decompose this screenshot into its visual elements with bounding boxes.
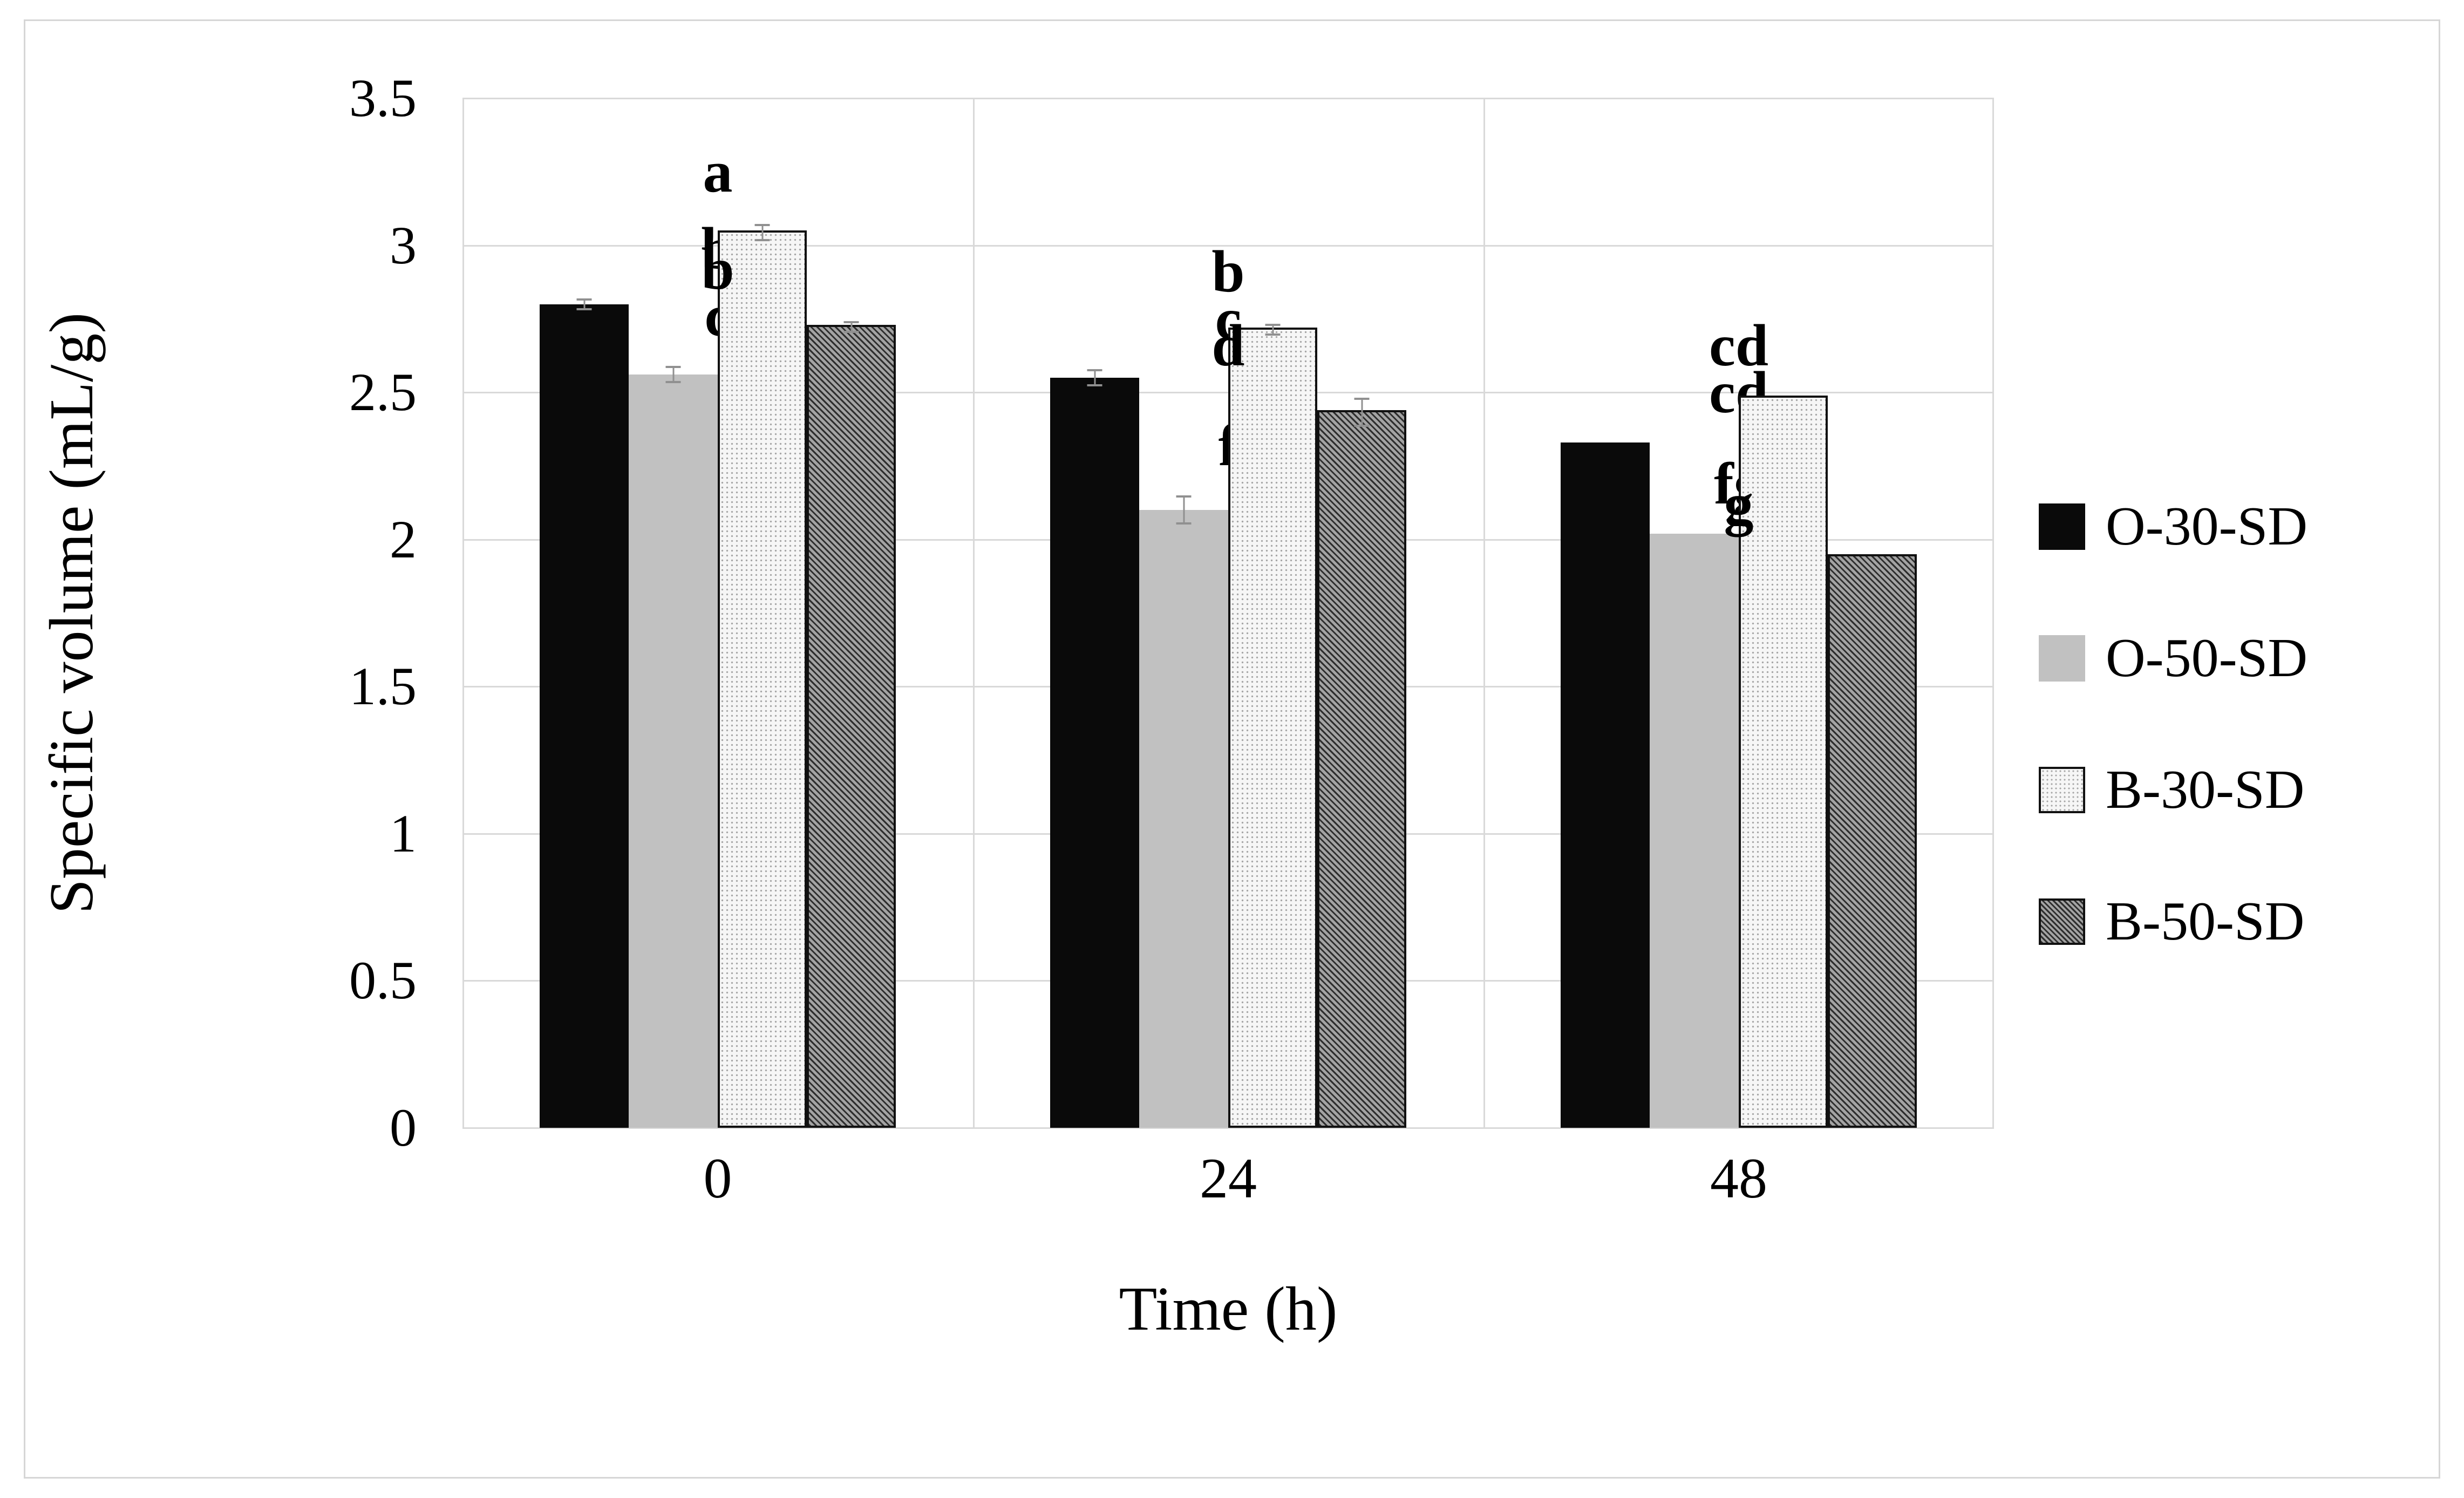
legend-label: O-50-SD [2106, 628, 2308, 689]
legend-swatch-dot-pattern-light [2039, 767, 2085, 813]
error-bar [850, 321, 852, 333]
y-tick-label-0.5: 0.5 [349, 950, 417, 1011]
significance-letter: a [703, 139, 733, 205]
significance-letter: cd [1709, 312, 1768, 378]
bar-O-30-SD-48h [1561, 442, 1650, 1128]
legend-label: B-30-SD [2106, 759, 2305, 820]
gridline-x-boundary-0 [462, 98, 464, 1128]
plot-area: bcabcfbdcdfgcdg [462, 98, 1994, 1129]
bar-O-50-SD-24h [1139, 495, 1228, 1128]
bar-B-30-SD-0h [718, 224, 807, 1128]
x-tick-label-48: 48 [1710, 1147, 1767, 1210]
error-bar [583, 298, 585, 310]
legend-item-O-50-SD: O-50-SD [2039, 628, 2308, 689]
legend-item-O-30-SD: O-30-SD [2039, 496, 2308, 557]
gridline-x-boundary-1 [972, 98, 975, 1128]
legend-item-B-50-SD: B-50-SD [2039, 891, 2308, 952]
bar-group-0h: bcab [462, 98, 973, 1128]
error-bar [1094, 369, 1095, 386]
bar-B-50-SD-0h [807, 321, 896, 1128]
legend-swatch-solid-black [2039, 503, 2085, 550]
significance-letter: g [1724, 471, 1754, 537]
legend-swatch-diagonal-hatch-dark [2039, 898, 2085, 945]
bar-O-50-SD-48h [1650, 534, 1739, 1128]
y-tick-label-1.5: 1.5 [349, 656, 417, 717]
legend-label: O-30-SD [2106, 496, 2308, 557]
y-tick-label-3.5: 3.5 [349, 68, 417, 128]
y-tick-label-0: 0 [390, 1098, 417, 1157]
y-axis-title-text: Specific volume (mL/g) [37, 312, 106, 914]
gridline-x-boundary-2 [1483, 98, 1485, 1128]
gridline-y-0 [462, 1127, 1994, 1129]
bar-O-50-SD-0h [629, 366, 718, 1128]
bar-B-50-SD-48h [1828, 554, 1917, 1128]
legend: O-30-SD O-50-SD B-30-SD B-50-SD [2039, 496, 2308, 952]
bar-O-30-SD-24h [1050, 369, 1139, 1128]
x-tick-label-24: 24 [1200, 1147, 1257, 1210]
bar-groups: bcabcfbdcdfgcdg [462, 98, 1994, 1128]
legend-swatch-solid-gray [2039, 635, 2085, 682]
legend-label: B-50-SD [2106, 891, 2305, 952]
y-axis-tick-labels: 3.5 3 2.5 2 1.5 1 0.5 0 [216, 71, 417, 1155]
bar-O-30-SD-0h [540, 298, 629, 1128]
significance-letter: b [1211, 239, 1245, 304]
bar-B-30-SD-48h [1739, 396, 1828, 1128]
significance-letter: d [1211, 312, 1245, 378]
y-tick-label-1: 1 [390, 803, 417, 863]
bar-B-30-SD-24h [1228, 324, 1317, 1128]
y-tick-label-2.5: 2.5 [349, 362, 417, 423]
bar-B-50-SD-24h [1317, 398, 1406, 1128]
x-tick-label-0: 0 [703, 1147, 732, 1210]
significance-letter: b [701, 236, 734, 302]
y-tick-label-3: 3 [390, 215, 417, 275]
x-axis-tick-labels: 0 24 48 [462, 1144, 1994, 1213]
error-bar [672, 366, 674, 383]
bar-group-24h: cfbd [973, 98, 1483, 1128]
legend-item-B-30-SD: B-30-SD [2039, 759, 2308, 820]
gridline-x-boundary-3 [1992, 98, 1994, 1128]
gridline-y-3.5 [462, 98, 1994, 99]
error-bar [1272, 324, 1274, 336]
y-axis-title: Specific volume (mL/g) [10, 98, 134, 1128]
x-axis-title: Time (h) [1119, 1275, 1338, 1344]
bar-group-48h: cdfgcdg [1483, 98, 1994, 1128]
error-bar [1361, 398, 1363, 427]
gridline-y-3 [462, 244, 1994, 247]
error-bar [1183, 495, 1185, 525]
y-tick-label-2: 2 [390, 509, 417, 569]
error-bar [761, 224, 763, 241]
